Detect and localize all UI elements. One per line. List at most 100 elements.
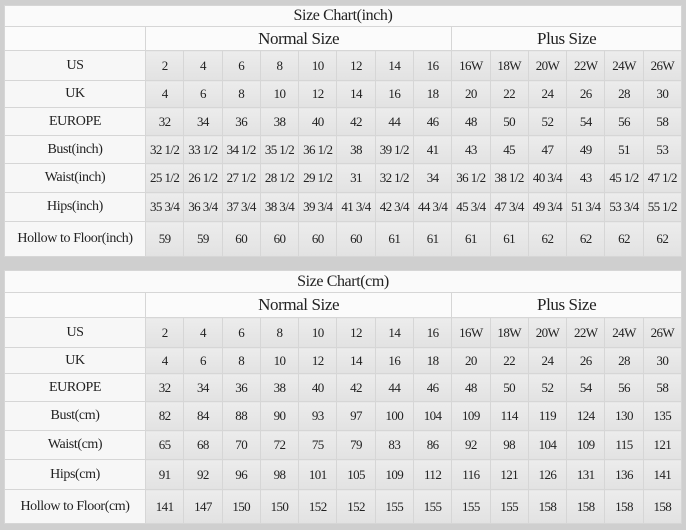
corner-cell bbox=[4, 26, 146, 51]
table-cell: 4 bbox=[144, 80, 185, 108]
table-cell: 2 bbox=[144, 317, 185, 348]
table-cell: 4 bbox=[183, 50, 223, 81]
table-cell: 38 bbox=[336, 135, 376, 164]
table-cell: 14 bbox=[336, 80, 376, 108]
table-cell: 47 1/2 bbox=[642, 163, 683, 193]
table-cell: 18W bbox=[489, 50, 529, 81]
size-chart-cm: Size Chart(cm) Normal Size Plus Size US 2 4 6 8… bbox=[4, 270, 683, 524]
table-cell: 26 bbox=[566, 347, 606, 374]
table-cell: 60 bbox=[298, 221, 338, 257]
table-cell: 101 bbox=[298, 459, 338, 490]
table-cell: 92 bbox=[183, 459, 223, 490]
table-cell: 50 bbox=[489, 373, 529, 402]
table-cell: 27 1/2 bbox=[221, 163, 261, 193]
table-cell: 26 bbox=[566, 80, 606, 108]
table-cell: 10 bbox=[259, 80, 300, 108]
table-cell: 6 bbox=[183, 347, 223, 374]
row-label: Hollow to Floor(inch) bbox=[4, 221, 146, 257]
table-cell: 93 bbox=[298, 401, 338, 431]
table-cell: 44 bbox=[374, 107, 414, 136]
table-cell: 41 3/4 bbox=[336, 192, 376, 222]
table-cell: 155 bbox=[412, 489, 453, 524]
table-cell: 32 bbox=[144, 107, 185, 136]
table-cell: 45 3/4 bbox=[451, 192, 491, 222]
table-cell: 28 bbox=[604, 80, 644, 108]
table-cell: 41 bbox=[412, 135, 453, 164]
table-cell: 51 3/4 bbox=[566, 192, 606, 222]
table-cell: 40 3/4 bbox=[527, 163, 568, 193]
table-cell: 26W bbox=[642, 317, 683, 348]
table-cell: 150 bbox=[259, 489, 300, 524]
table-cell: 12 bbox=[298, 347, 338, 374]
table-cell: 136 bbox=[604, 459, 644, 490]
table-cell: 12 bbox=[336, 317, 376, 348]
table-cell: 92 bbox=[451, 430, 491, 460]
table-row: UK 4 6 8 10 12 14 16 18 20 22 24 26 28 30 bbox=[4, 80, 683, 108]
table-cell: 56 bbox=[604, 107, 644, 136]
table-cell: 36 3/4 bbox=[183, 192, 223, 222]
table-cell: 30 bbox=[642, 80, 683, 108]
table-cell: 124 bbox=[566, 401, 606, 431]
table-cell: 60 bbox=[336, 221, 376, 257]
table-cell: 20 bbox=[451, 80, 491, 108]
table-row: US 2 4 6 8 10 12 14 16 16W 18W 20W 22W 24W 26W bbox=[4, 50, 683, 81]
table-cell: 100 bbox=[374, 401, 414, 431]
table-cell: 46 bbox=[412, 107, 453, 136]
table-cell: 83 bbox=[374, 430, 414, 460]
table-cell: 6 bbox=[221, 50, 261, 81]
table-cell: 16 bbox=[412, 317, 453, 348]
table-cell: 20 bbox=[451, 347, 491, 374]
table-cell: 16W bbox=[451, 317, 491, 348]
table-cell: 62 bbox=[642, 221, 683, 257]
table-cell: 36 1/2 bbox=[298, 135, 338, 164]
table-cell: 147 bbox=[183, 489, 223, 524]
table-cell: 10 bbox=[298, 50, 338, 81]
table-cell: 61 bbox=[451, 221, 491, 257]
table-row: Hips(cm) 91 92 96 98 101 105 109 112 116 121 126 131… bbox=[4, 459, 683, 490]
table-cell: 6 bbox=[183, 80, 223, 108]
table-cell: 109 bbox=[566, 430, 606, 460]
table-cell: 20W bbox=[527, 50, 568, 81]
table-cell: 62 bbox=[566, 221, 606, 257]
table-cell: 98 bbox=[489, 430, 529, 460]
table-cell: 61 bbox=[374, 221, 414, 257]
table-cell: 34 bbox=[412, 163, 453, 193]
row-label: Bust(inch) bbox=[4, 135, 146, 164]
table-row: EUROPE 32 34 36 38 40 42 44 46 48 50 52 54 56 58 bbox=[4, 107, 683, 136]
table-cell: 10 bbox=[298, 317, 338, 348]
table-row: Bust(inch) 32 1/2 33 1/2 34 1/2 35 1/2 36 1/2… bbox=[4, 135, 683, 164]
row-label: EUROPE bbox=[4, 373, 146, 402]
table-cell: 43 bbox=[451, 135, 491, 164]
plus-size-header: Plus Size bbox=[451, 292, 682, 318]
table-cell: 131 bbox=[566, 459, 606, 490]
table-cell: 8 bbox=[221, 347, 261, 374]
normal-size-header: Normal Size bbox=[144, 26, 453, 51]
table-cell: 54 bbox=[566, 107, 606, 136]
table-cell: 18 bbox=[412, 80, 453, 108]
table-cell: 42 bbox=[336, 373, 376, 402]
table-cell: 22W bbox=[566, 50, 606, 81]
table-cell: 150 bbox=[221, 489, 261, 524]
table-cell: 36 bbox=[221, 107, 261, 136]
table-cell: 50 bbox=[489, 107, 529, 136]
table-cell: 91 bbox=[144, 459, 185, 490]
table-cell: 29 1/2 bbox=[298, 163, 338, 193]
table-cell: 4 bbox=[144, 347, 185, 374]
table-cell: 109 bbox=[374, 459, 414, 490]
table-cell: 26W bbox=[642, 50, 683, 81]
normal-size-header: Normal Size bbox=[144, 292, 453, 318]
table-cell: 79 bbox=[336, 430, 376, 460]
table-cell: 45 1/2 bbox=[604, 163, 644, 193]
row-label: EUROPE bbox=[4, 107, 146, 136]
table-cell: 40 bbox=[298, 373, 338, 402]
table-cell: 158 bbox=[604, 489, 644, 524]
table-cell: 28 1/2 bbox=[259, 163, 300, 193]
table-row: Hollow to Floor(cm) 141 147 150 150 152 152 155… bbox=[4, 489, 683, 524]
table-cell: 115 bbox=[604, 430, 644, 460]
table-cell: 97 bbox=[336, 401, 376, 431]
table-cell: 34 bbox=[183, 107, 223, 136]
table-cell: 30 bbox=[642, 347, 683, 374]
table-cell: 10 bbox=[259, 347, 300, 374]
table-cell: 52 bbox=[527, 373, 568, 402]
table-cell: 22W bbox=[566, 317, 606, 348]
